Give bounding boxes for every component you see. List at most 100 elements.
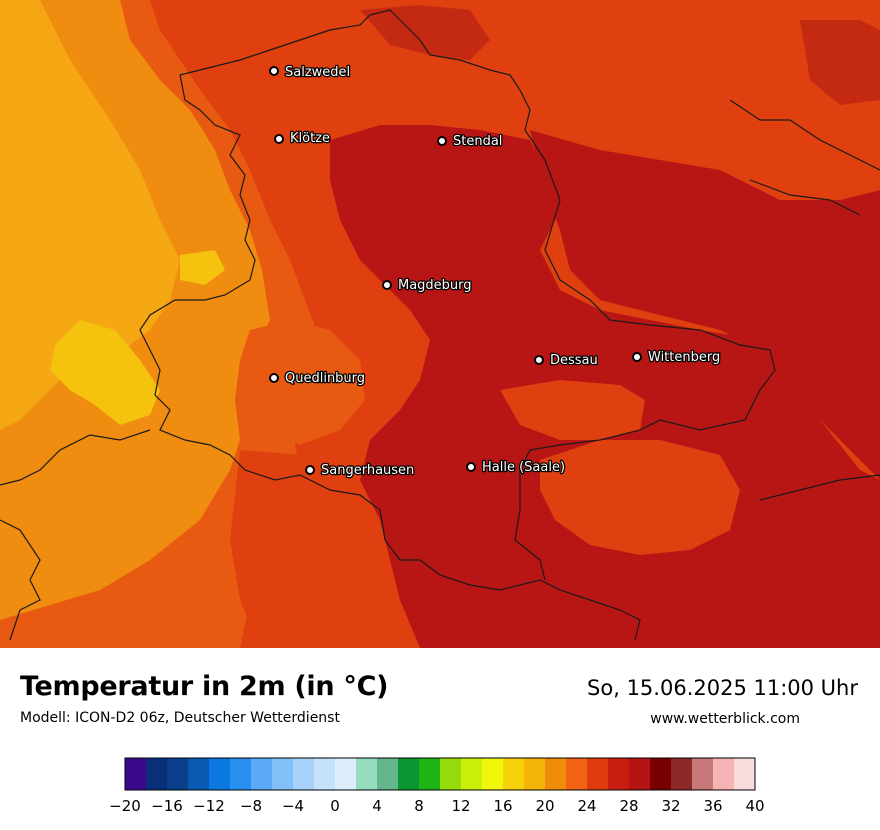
border-southeast	[759, 474, 880, 501]
legend-swatch	[503, 758, 525, 790]
legend-swatch	[671, 758, 693, 790]
legend-swatch	[209, 758, 231, 790]
temperature-map: Salzwedel Klötze Stendal Magdeburg Dessa…	[0, 0, 880, 648]
legend-swatch	[650, 758, 672, 790]
website-link[interactable]: www.wetterblick.com	[650, 711, 800, 727]
city-markers: Salzwedel Klötze Stendal Magdeburg Dessa…	[269, 64, 722, 479]
border-west	[139, 74, 641, 641]
legend-swatch	[482, 758, 504, 790]
city-dot	[466, 462, 476, 472]
temp-zone-24-ne	[740, 130, 880, 200]
temp-zone-26-n	[360, 5, 490, 60]
legend-swatch	[230, 758, 252, 790]
legend-swatch	[188, 758, 210, 790]
legend-swatch	[734, 758, 756, 790]
legend-swatch	[419, 758, 441, 790]
city-label: Quedlinburg	[285, 371, 365, 386]
legend-tick-label: −8	[240, 797, 262, 815]
city-sangerhausen: Sangerhausen	[305, 462, 416, 479]
legend-tick-label: 40	[745, 797, 764, 815]
legend-swatch	[272, 758, 294, 790]
legend-swatch	[356, 758, 378, 790]
city-wittenberg: Wittenberg	[632, 349, 722, 366]
city-label: Sangerhausen	[321, 463, 414, 478]
border-northeast	[729, 99, 880, 171]
forecast-datetime: So, 15.06.2025 11:00 Uhr	[587, 676, 858, 700]
legend-tick-label: 8	[414, 797, 424, 815]
city-dot	[382, 280, 392, 290]
city-label: Salzwedel	[285, 65, 350, 80]
legend-swatch	[566, 758, 588, 790]
city-magdeburg: Magdeburg	[382, 277, 473, 294]
legend-tick-label: 28	[619, 797, 638, 815]
city-halle: Halle (Saale)	[466, 459, 566, 476]
legend-swatch	[377, 758, 399, 790]
city-label: Wittenberg	[648, 350, 720, 365]
legend-swatch	[146, 758, 168, 790]
admin-borders	[0, 9, 880, 641]
model-info: Modell: ICON-D2 06z, Deutscher Wetterdie…	[20, 710, 340, 726]
temp-zone-14	[50, 320, 160, 425]
legend-tick-label: 20	[535, 797, 554, 815]
temp-zone-26-nne	[800, 20, 880, 105]
temp-zone-16	[0, 0, 180, 430]
legend-swatch	[629, 758, 651, 790]
legend-tick-label: −16	[151, 797, 183, 815]
temp-zone-24-south	[230, 450, 410, 648]
legend-swatch	[314, 758, 336, 790]
city-dot	[305, 465, 315, 475]
legend-tick-label: 16	[493, 797, 512, 815]
legend-swatch	[524, 758, 546, 790]
city-salzwedel: Salzwedel	[269, 64, 351, 81]
temp-zone-14b	[180, 250, 225, 285]
legend-tick-label: 12	[451, 797, 470, 815]
legend-tick-label: −20	[110, 797, 141, 815]
legend-swatch	[293, 758, 315, 790]
legend-swatch	[461, 758, 483, 790]
city-label: Stendal	[453, 134, 502, 149]
temp-zone-harz	[235, 320, 365, 445]
city-dot	[269, 373, 279, 383]
legend-ticks: −20 −16 −12 −8 −4 0 4 8 12 16 20 24 28 32 36 40	[110, 797, 765, 815]
city-dot	[274, 134, 284, 144]
city-dessau: Dessau	[534, 352, 599, 369]
legend-swatch	[545, 758, 567, 790]
border-east-2	[749, 179, 861, 216]
legend-tick-label: −12	[193, 797, 225, 815]
legend-swatch	[713, 758, 735, 790]
city-dot	[269, 66, 279, 76]
border-south-west	[0, 519, 41, 641]
temp-zone-24-mid	[500, 380, 645, 440]
legend-swatch	[440, 758, 462, 790]
map-title: Temperatur in 2m (in °C)	[20, 671, 389, 702]
legend-swatch	[335, 758, 357, 790]
legend-swatch	[398, 758, 420, 790]
city-dot	[437, 136, 447, 146]
temp-zone-28-east	[530, 130, 880, 480]
border-southwest	[0, 429, 151, 486]
border-northwest	[179, 9, 546, 161]
city-quedlinburg: Quedlinburg	[269, 370, 366, 387]
legend-tick-label: 4	[372, 797, 382, 815]
legend-tick-label: 24	[577, 797, 596, 815]
legend-swatch	[167, 758, 189, 790]
legend-swatch	[125, 758, 147, 790]
temp-zone-24-sw	[540, 440, 740, 555]
city-label: Klötze	[290, 131, 330, 146]
city-dot	[632, 352, 642, 362]
legend-swatch	[608, 758, 630, 790]
legend-swatch	[587, 758, 609, 790]
legend-tick-label: 32	[661, 797, 680, 815]
legend-tick-label: −4	[282, 797, 304, 815]
legend-swatch	[251, 758, 273, 790]
city-stendal: Stendal	[437, 133, 504, 150]
city-label: Dessau	[550, 353, 598, 368]
legend-swatches	[125, 758, 756, 790]
legend-swatch	[692, 758, 714, 790]
legend-tick-label: 0	[330, 797, 340, 815]
city-kloetze: Klötze	[274, 130, 331, 147]
legend-tick-label: 36	[703, 797, 722, 815]
city-dot	[534, 355, 544, 365]
city-label: Magdeburg	[398, 278, 472, 293]
border-east	[514, 159, 776, 581]
